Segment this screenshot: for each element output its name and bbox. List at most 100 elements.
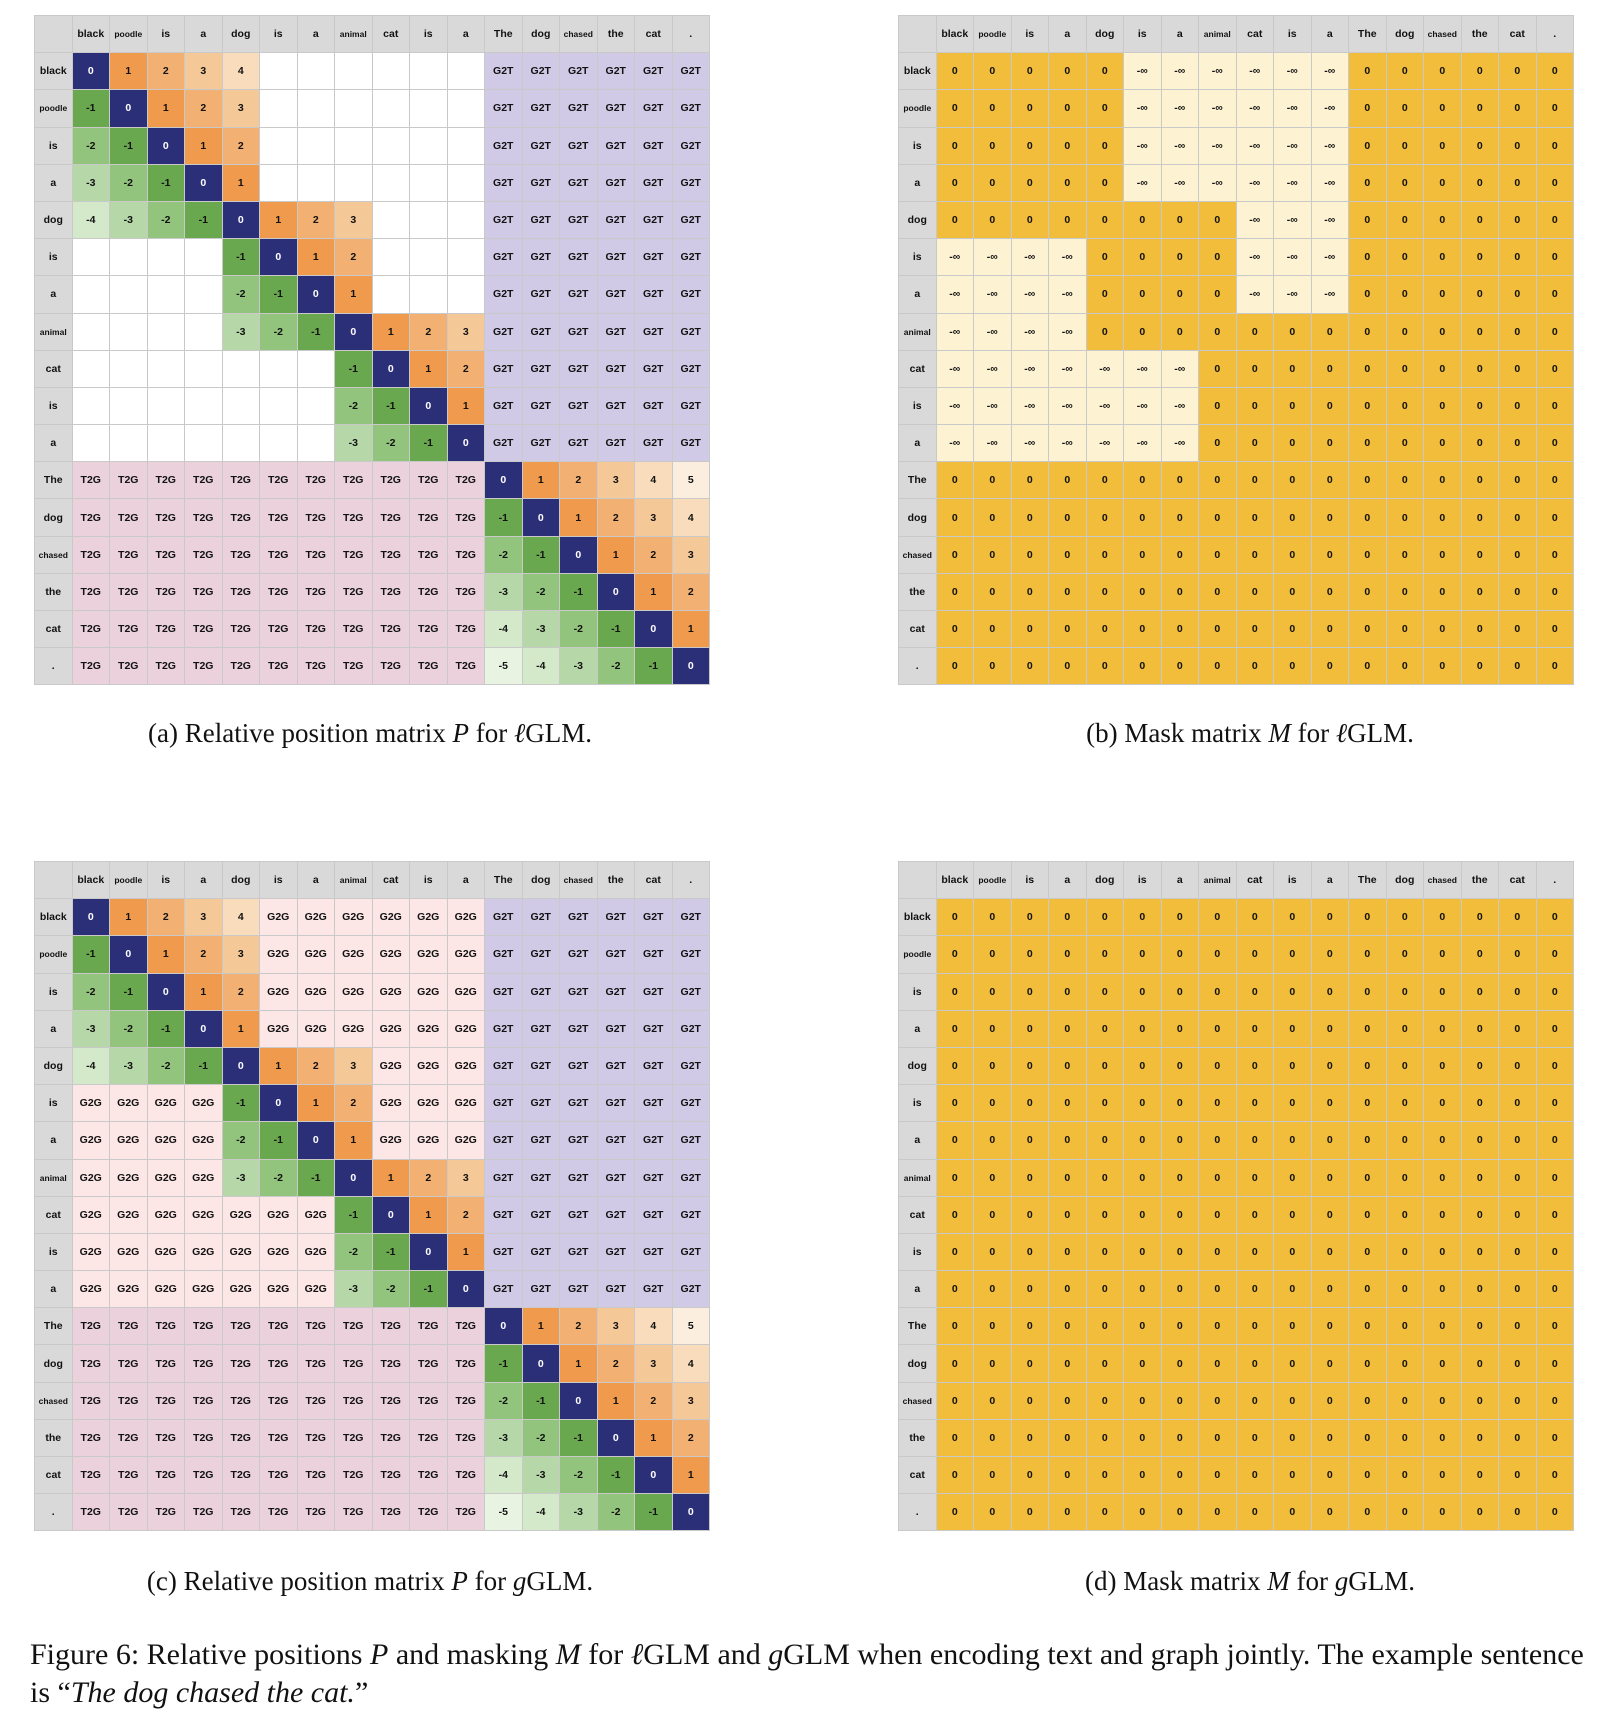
matrix-row: is -2 -1 0 1 G2T G2T G2T G2T G2T G2T	[34, 386, 710, 426]
matrix-cell	[71, 424, 110, 463]
matrix-cell: 0	[1498, 238, 1537, 277]
matrix-cell: 0	[1123, 1232, 1162, 1272]
matrix-cell: G2T	[484, 1084, 523, 1123]
row-header: is	[898, 1232, 937, 1272]
matrix-cell: T2G	[221, 572, 260, 612]
matrix-cell: 1	[446, 386, 485, 426]
matrix-cell: 0	[1235, 386, 1274, 426]
matrix-cell: 0	[973, 647, 1012, 686]
matrix-cell: G2G	[259, 898, 298, 937]
row-header: is	[34, 238, 73, 277]
matrix-cell: 2	[446, 1195, 485, 1234]
matrix-cell: -1	[521, 535, 560, 574]
matrix-cell: T2G	[146, 1493, 185, 1532]
matrix-cell: 0	[1348, 1493, 1387, 1532]
matrix-cell	[334, 163, 373, 202]
matrix-cell: -1	[334, 349, 373, 388]
matrix-cell: T2G	[146, 1418, 185, 1458]
matrix-cell: 0	[1310, 424, 1349, 463]
matrix-cell: 0	[1123, 1270, 1162, 1309]
matrix-cell: 0	[559, 1381, 598, 1420]
matrix-cell: 2	[409, 312, 448, 351]
matrix-cell: -1	[71, 935, 110, 974]
matrix-cell: 0	[1348, 200, 1387, 240]
matrix-cell: G2T	[484, 238, 523, 277]
matrix-cell: -∞	[1235, 89, 1274, 128]
row-header: a	[34, 1009, 73, 1048]
matrix-cell: G2T	[521, 1158, 560, 1197]
matrix-cell: 0	[1423, 572, 1462, 612]
matrix-cell: 0	[1460, 647, 1499, 686]
matrix-row: dog 0 0 0 0 0 0 0 0 -∞ -∞ -∞ 0 0 0 0 0 0	[898, 200, 1574, 240]
column-header: the	[1460, 14, 1499, 54]
matrix-cell: 0	[1348, 163, 1387, 202]
matrix-cell: 0	[1535, 1307, 1574, 1346]
matrix-cell: -∞	[1123, 163, 1162, 202]
row-header: dog	[34, 200, 73, 240]
matrix-cell: G2T	[596, 349, 635, 388]
matrix-cell: G2T	[521, 349, 560, 388]
matrix-cell	[71, 238, 110, 277]
matrix-cell	[109, 349, 148, 388]
matrix-cell: 0	[1273, 609, 1312, 649]
matrix-cell: 0	[1273, 898, 1312, 937]
matrix-cell: 0	[1348, 1084, 1387, 1123]
matrix-cell: 0	[1460, 349, 1499, 388]
matrix-cell: 0	[1010, 1270, 1049, 1309]
matrix-cell: 0	[1010, 647, 1049, 686]
matrix-cell: T2G	[371, 498, 410, 537]
matrix-cell: 2	[146, 52, 185, 91]
matrix-cell: G2T	[559, 1121, 598, 1160]
matrix-cell: 0	[1160, 1084, 1199, 1123]
matrix-cell: 0	[1423, 312, 1462, 351]
matrix-cell: 0	[1460, 535, 1499, 574]
row-header: poodle	[34, 89, 73, 128]
matrix-row: chased 0 0 0 0 0 0 0 0 0 0 0 0 0 0 0 0 0	[898, 1381, 1574, 1420]
matrix-cell: -∞	[1235, 238, 1274, 277]
matrix-cell: -1	[334, 1195, 373, 1234]
matrix-cell: G2T	[596, 200, 635, 240]
matrix-row: dog 0 0 0 0 0 0 0 0 0 0 0 0 0 0 0 0 0	[898, 1344, 1574, 1383]
matrix-cell: 0	[1048, 1195, 1087, 1234]
matrix-cell: G2T	[596, 312, 635, 351]
matrix-cell: 0	[935, 1046, 974, 1086]
matrix-cell: 0	[1498, 163, 1537, 202]
matrix-cell: -∞	[935, 275, 974, 314]
matrix-cell: G2T	[559, 898, 598, 937]
matrix-cell: T2G	[259, 1344, 298, 1383]
column-header: dog	[221, 14, 260, 54]
matrix-cell: 0	[935, 1158, 974, 1197]
matrix-cell: 0	[1535, 935, 1574, 974]
matrix-cell: 0	[973, 898, 1012, 937]
matrix-cell	[71, 312, 110, 351]
matrix-cell: G2G	[109, 1270, 148, 1309]
matrix-cell: 0	[109, 89, 148, 128]
matrix-cell: 0	[1385, 386, 1424, 426]
matrix-row: poodle 0 0 0 0 0 0 0 0 0 0 0 0 0 0 0 0 0	[898, 935, 1574, 974]
matrix-cell: T2G	[296, 498, 335, 537]
matrix-cell: 0	[1498, 461, 1537, 500]
matrix-cell: 0	[1123, 275, 1162, 314]
column-header: dog	[1085, 860, 1124, 900]
matrix-cell: 5	[671, 461, 710, 500]
matrix-cell: 0	[1498, 424, 1537, 463]
matrix-cell: -∞	[1198, 163, 1237, 202]
matrix-cell: 0	[1123, 461, 1162, 500]
matrix-cell: T2G	[109, 535, 148, 574]
matrix-cell: 0	[1048, 1158, 1087, 1197]
relative-position-matrix-lglm: black poodle is a dog is a animal cat is a The dog ch…	[34, 14, 710, 686]
matrix-cell: 0	[1235, 1418, 1274, 1458]
matrix-cell: 0	[973, 572, 1012, 612]
matrix-cell: G2T	[634, 935, 673, 974]
matrix-row: a G2G G2G G2G G2G -2 -1 0 1 G2G G2G G2G G2T G2T G2T G2T…	[34, 1121, 710, 1160]
matrix-cell: 0	[1198, 1418, 1237, 1458]
matrix-cell: 0	[1423, 1232, 1462, 1272]
matrix-cell: 0	[935, 1084, 974, 1123]
column-header: dog	[1385, 14, 1424, 54]
matrix-cell: -∞	[1235, 163, 1274, 202]
matrix-cell: G2T	[671, 1046, 710, 1086]
matrix-cell: 0	[1535, 1046, 1574, 1086]
matrix-cell: 0	[1198, 1158, 1237, 1197]
matrix-cell: -2	[146, 1046, 185, 1086]
matrix-cell: 0	[521, 498, 560, 537]
